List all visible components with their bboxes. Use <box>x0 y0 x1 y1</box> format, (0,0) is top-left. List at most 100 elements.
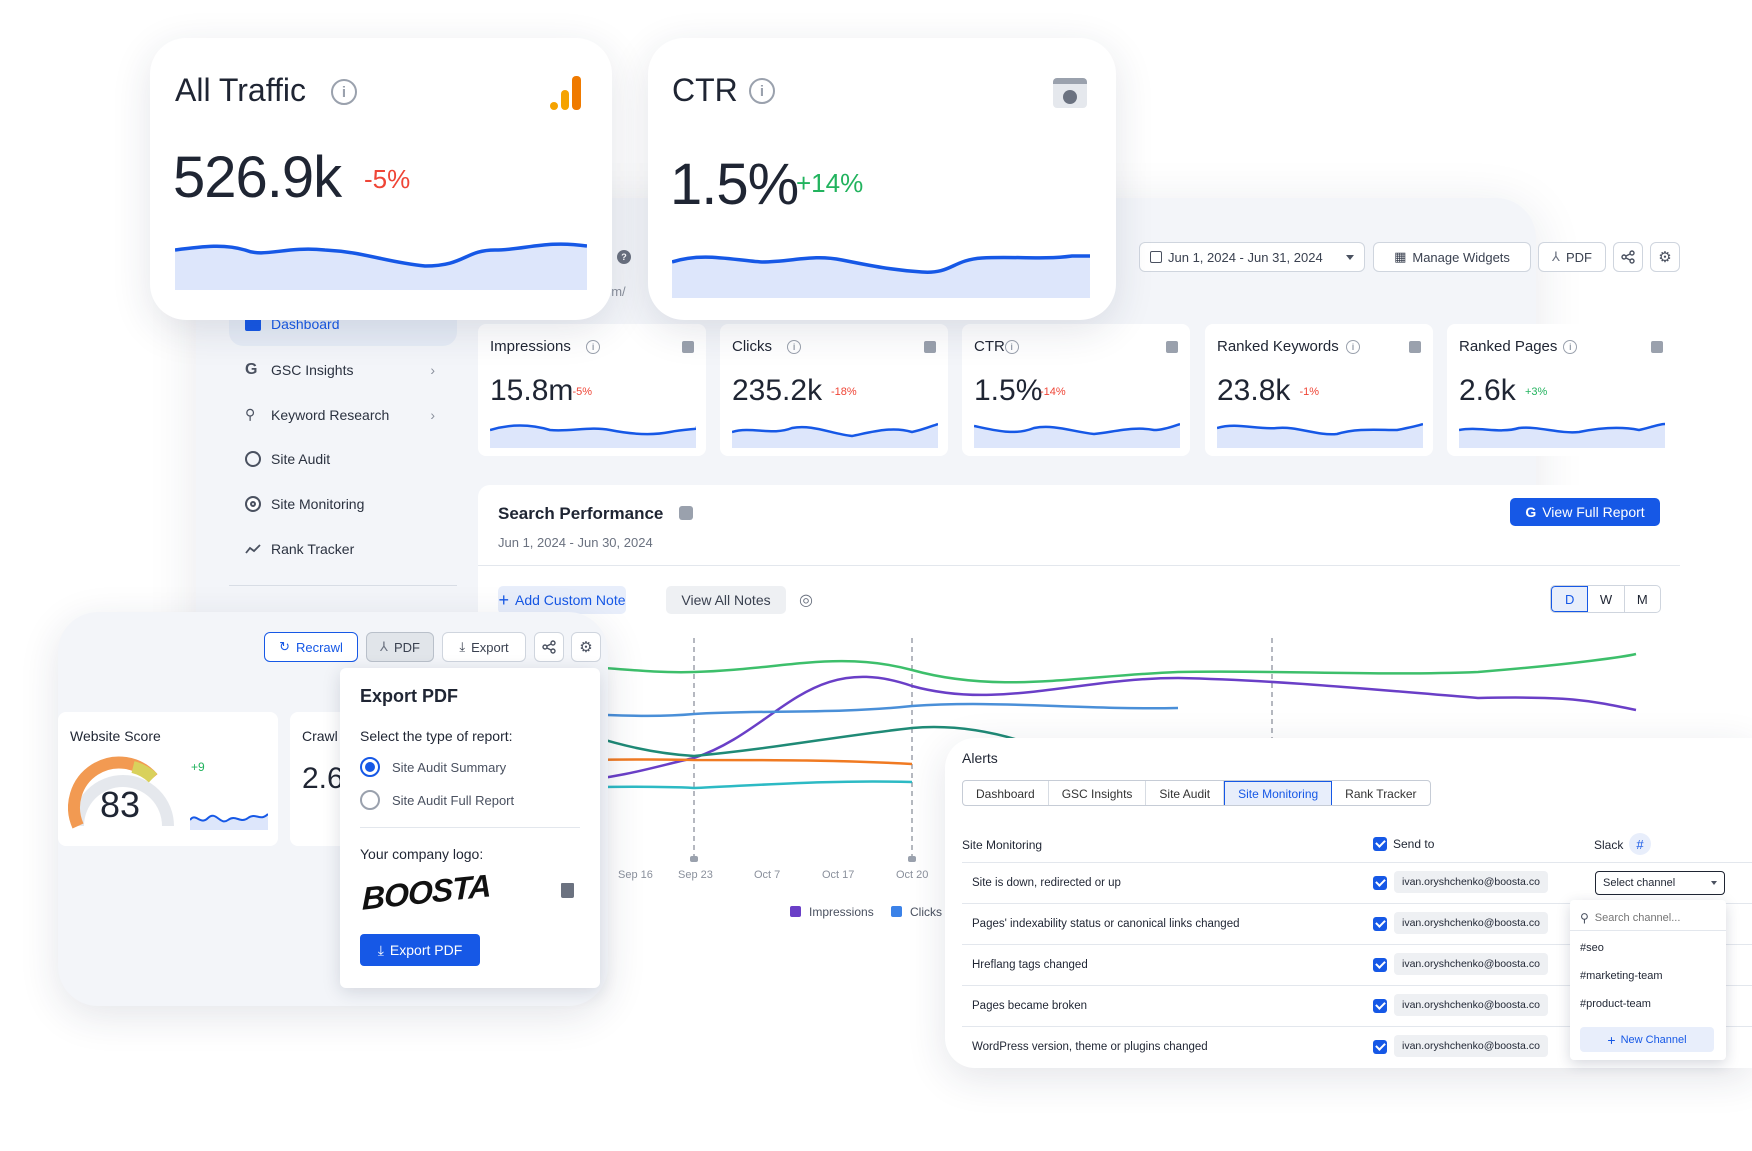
logo-label: Your company logo: <box>360 846 484 862</box>
metric-sparkline <box>1217 422 1423 448</box>
alert-row: WordPress version, theme or plugins chan… <box>972 1041 1208 1053</box>
view-full-report-button[interactable]: G View Full Report <box>1510 498 1660 526</box>
export-pdf-button[interactable]: ⤓ Export PDF <box>360 934 480 966</box>
period-week[interactable]: W <box>1588 586 1625 612</box>
performance-chart: Sep 16 Sep 23 Oct 7 Oct 17 Oct 20 Impres… <box>478 638 1637 919</box>
channel-search[interactable]: ⚲ <box>1580 906 1716 930</box>
dashed-marker <box>908 638 916 862</box>
eye-off-icon[interactable]: ◎ <box>799 592 813 609</box>
gsc-icon <box>924 341 936 353</box>
info-icon[interactable]: i <box>787 340 802 354</box>
email-chip[interactable]: ivan.oryshchenko@boosta.co <box>1394 953 1548 975</box>
ctr-sparkline <box>672 254 1090 298</box>
radio-site-audit-full[interactable]: Site Audit Full Report <box>360 790 514 810</box>
pdf-label: PDF <box>393 639 420 655</box>
tab-rank-tracker[interactable]: Rank Tracker <box>1345 787 1417 801</box>
help-icon[interactable]: ? <box>617 250 631 264</box>
metric-value: 2.6k <box>1459 374 1516 407</box>
sidebar-item-site-monitoring[interactable]: Site Monitoring <box>245 496 364 512</box>
refresh-icon: ↻ <box>279 639 290 654</box>
sidebar-item-keyword-research[interactable]: ⚲ Keyword Research › <box>245 406 435 423</box>
trash-icon[interactable] <box>561 883 574 898</box>
pdf-button[interactable]: ⅄ PDF <box>1538 242 1606 272</box>
metric-sparkline <box>1459 422 1665 448</box>
export-button[interactable]: ⤓ Export <box>442 632 526 662</box>
view-all-notes-button[interactable]: View All Notes <box>666 586 786 614</box>
email-chip[interactable]: ivan.oryshchenko@boosta.co <box>1394 994 1548 1016</box>
website-score-value: 83 <box>100 784 141 825</box>
tab-site-audit[interactable]: Site Audit <box>1146 781 1225 805</box>
add-custom-note-button[interactable]: + Add Custom Note <box>498 586 626 614</box>
send-to-header[interactable]: Send to <box>1373 837 1434 851</box>
metric-label: Clicks <box>732 338 772 355</box>
date-range-picker[interactable]: Jun 1, 2024 - Jun 31, 2024 <box>1139 242 1365 272</box>
gear-icon: ⚙ <box>1658 249 1672 266</box>
info-icon[interactable]: i <box>586 340 601 354</box>
audit-pdf-button[interactable]: ⅄ PDF <box>366 632 434 662</box>
metric-label: CTR <box>974 338 1005 355</box>
channel-option[interactable]: #product-team <box>1580 998 1651 1010</box>
send-to-label: Send to <box>1393 837 1435 851</box>
metric-value: 235.2k <box>732 374 823 407</box>
email-chip[interactable]: ivan.oryshchenko@boosta.co <box>1394 871 1548 893</box>
search-icon: ⚲ <box>1580 911 1589 925</box>
sidebar-item-gsc-insights[interactable]: G GSC Insights › <box>245 361 435 379</box>
pdf-icon: ⅄ <box>380 639 388 654</box>
manage-widgets-label: Manage Widgets <box>1412 249 1510 265</box>
channel-search-input[interactable] <box>1594 912 1705 924</box>
x-tick: Sep 16 <box>618 869 653 881</box>
col-site-monitoring: Site Monitoring <box>962 838 1043 852</box>
info-icon[interactable]: i <box>749 78 775 104</box>
send-checkbox[interactable] <box>1373 1040 1387 1054</box>
x-tick: Oct 20 <box>896 869 928 881</box>
alert-row: Pages' indexability status or canonical … <box>972 918 1240 930</box>
channel-option[interactable]: #marketing-team <box>1580 970 1663 982</box>
channel-option[interactable]: #seo <box>1580 942 1604 954</box>
report-type-label: Select the type of report: <box>360 728 513 744</box>
send-checkbox[interactable] <box>1373 876 1387 890</box>
share-button[interactable] <box>1613 242 1643 272</box>
x-tick: Oct 7 <box>754 869 780 881</box>
ctr-value: 1.5% <box>670 152 799 217</box>
series-line <box>478 675 1637 783</box>
website-score-title: Website Score <box>70 728 161 744</box>
email-chip[interactable]: ivan.oryshchenko@boosta.co <box>1394 912 1548 934</box>
radio-site-audit-summary[interactable]: Site Audit Summary <box>360 757 506 777</box>
tab-dashboard[interactable]: Dashboard <box>963 781 1049 805</box>
metric-delta: -1% <box>1299 386 1320 398</box>
tab-site-monitoring[interactable]: Site Monitoring <box>1224 781 1333 805</box>
send-checkbox[interactable] <box>1373 917 1387 931</box>
email-chip[interactable]: ivan.oryshchenko@boosta.co <box>1394 1035 1548 1057</box>
tab-gsc-insights[interactable]: GSC Insights <box>1049 781 1147 805</box>
audit-share-button[interactable] <box>534 632 564 662</box>
all-traffic-value: 526.9k <box>173 145 342 210</box>
keyword-icon: ⚲ <box>245 406 256 422</box>
chevron-right-icon: › <box>430 362 435 378</box>
metric-value: 15.8m <box>490 374 574 407</box>
x-tick: Sep 23 <box>678 869 713 881</box>
sidebar-divider <box>229 585 457 586</box>
send-checkbox[interactable] <box>1373 999 1387 1013</box>
info-icon[interactable]: i <box>1346 340 1360 354</box>
legend-clicks[interactable]: Clicks <box>891 905 942 919</box>
manage-widgets-button[interactable]: ▦ Manage Widgets <box>1373 242 1531 272</box>
info-icon[interactable]: i <box>331 79 357 105</box>
recrawl-button[interactable]: ↻ Recrawl <box>264 632 358 662</box>
metric-delta: +3% <box>1525 386 1548 398</box>
period-day[interactable]: D <box>1551 586 1589 612</box>
gauge-icon <box>245 451 261 467</box>
sidebar-item-site-audit[interactable]: Site Audit <box>245 451 330 467</box>
audit-settings-button[interactable]: ⚙ <box>571 632 601 662</box>
new-channel-button[interactable]: + New Channel <box>1580 1027 1714 1052</box>
select-channel[interactable]: Select channel <box>1595 871 1725 895</box>
settings-button[interactable]: ⚙ <box>1650 242 1680 272</box>
sidebar-item-dashboard-row[interactable]: Dashboard <box>245 316 340 332</box>
sidebar-item-rank-tracker[interactable]: Rank Tracker <box>245 541 354 557</box>
legend-impressions[interactable]: Impressions <box>790 905 874 919</box>
info-icon[interactable]: i <box>1563 340 1578 354</box>
period-month[interactable]: M <box>1636 591 1648 607</box>
send-checkbox[interactable] <box>1373 958 1387 972</box>
info-icon[interactable]: i <box>1004 340 1019 354</box>
export-label: Export <box>471 639 509 655</box>
radio-empty-icon <box>360 790 380 810</box>
